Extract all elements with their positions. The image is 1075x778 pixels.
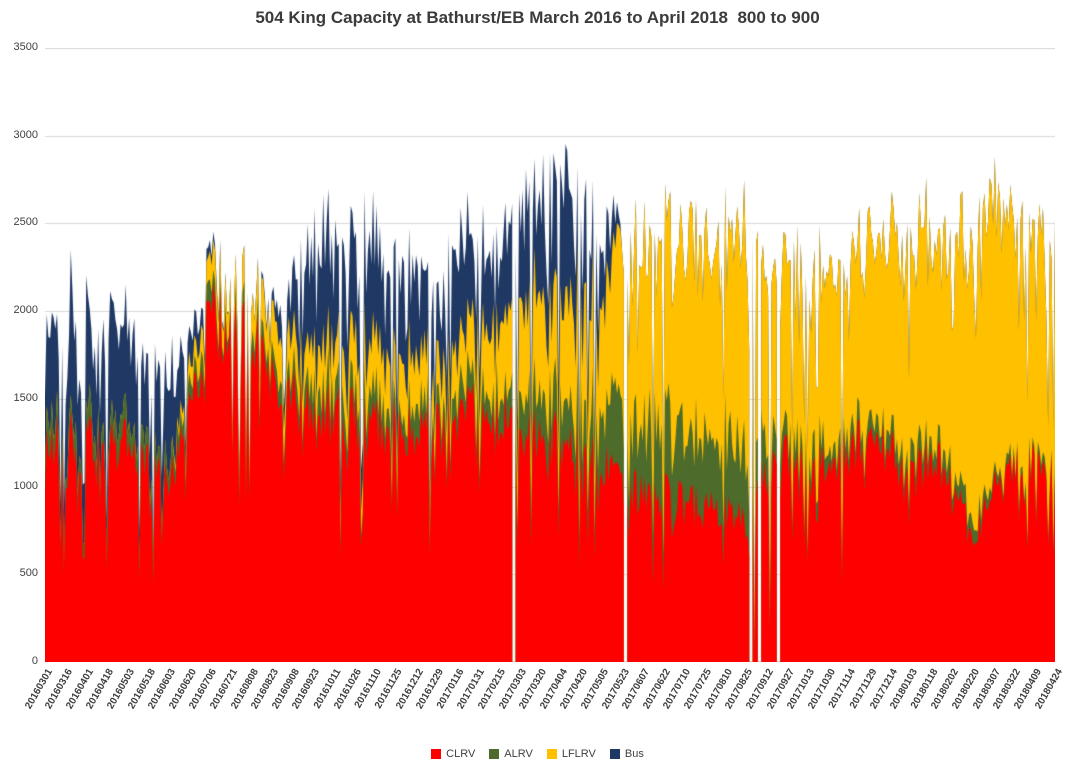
legend-label: LFLRV — [561, 748, 596, 760]
legend-item-bus: Bus — [609, 748, 644, 760]
legend-item-clrv: CLRV — [431, 748, 475, 760]
y-tick-label: 3500 — [13, 41, 38, 53]
y-tick-label: 2000 — [13, 304, 38, 317]
y-tick-label: 500 — [19, 567, 38, 580]
y-tick-label: 3000 — [13, 128, 38, 141]
legend-swatch — [546, 749, 557, 759]
legend-label: Bus — [624, 748, 644, 760]
legend-item-lflrv: LFLRV — [546, 748, 596, 760]
chart-title: 504 King Capacity at Bathurst/EB March 2… — [255, 8, 820, 27]
legend-swatch — [489, 749, 500, 759]
legend: CLRV ALRV LFLRV Bus — [0, 748, 1075, 760]
y-tick-label: 1000 — [13, 479, 38, 492]
plot-canvas — [45, 48, 1055, 662]
y-tick-label: 2500 — [13, 216, 38, 229]
legend-swatch — [609, 749, 620, 759]
legend-label: ALRV — [504, 748, 533, 760]
y-tick-label: 0 — [31, 655, 38, 667]
legend-swatch — [431, 749, 442, 759]
y-tick-label: 1500 — [13, 391, 38, 404]
legend-label: CLRV — [446, 748, 476, 760]
legend-item-alrv: ALRV — [489, 748, 533, 760]
